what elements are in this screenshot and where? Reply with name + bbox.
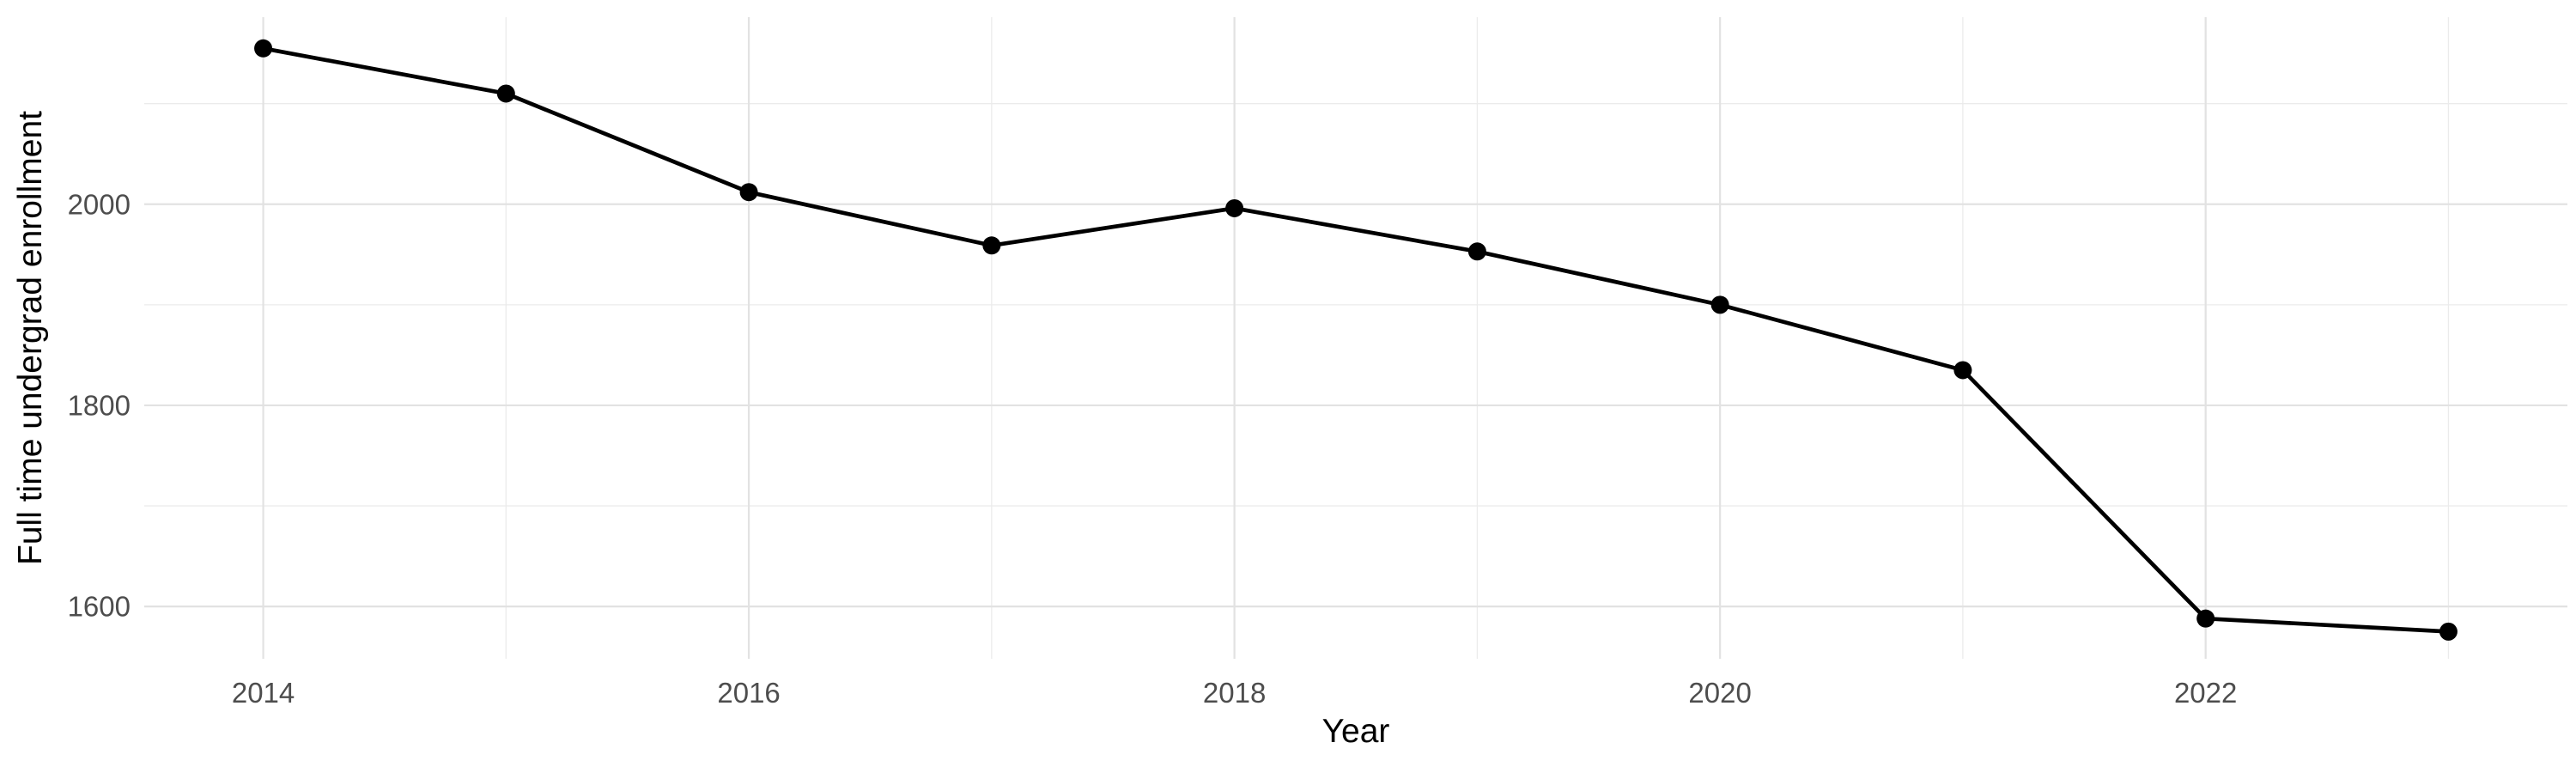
data-point-2020 — [1710, 295, 1729, 314]
data-point-2022 — [2196, 609, 2215, 628]
y-tick-label: 1600 — [68, 591, 131, 623]
y-axis-tick-labels: 1600 1800 2000 — [68, 188, 131, 622]
x-tick-label: 2014 — [232, 677, 295, 709]
enrollment-trend-line — [263, 46, 2449, 634]
data-points-layer — [254, 39, 2458, 641]
data-point-2023 — [2439, 622, 2458, 641]
data-point-2018 — [1225, 198, 1244, 217]
data-point-2016 — [739, 183, 758, 202]
data-point-2017 — [982, 236, 1001, 255]
x-axis-title: Year — [1322, 713, 1390, 750]
data-point-2019 — [1467, 242, 1486, 261]
x-axis-tick-labels: 2014 2016 2018 2020 2022 — [232, 677, 2238, 709]
grid-major-layer — [144, 17, 2567, 659]
y-axis-title: Full time undergrad enrollment — [12, 111, 49, 565]
y-tick-label: 2000 — [68, 188, 131, 220]
x-tick-label: 2016 — [717, 677, 780, 709]
x-tick-label: 2020 — [1688, 677, 1751, 709]
y-tick-label: 1800 — [68, 389, 131, 421]
data-point-2021 — [1953, 361, 1972, 380]
x-tick-label: 2018 — [1203, 677, 1266, 709]
x-tick-label: 2022 — [2174, 677, 2237, 709]
data-point-2015 — [496, 84, 515, 103]
data-point-2014 — [254, 39, 273, 58]
grid-minor-layer — [144, 17, 2567, 659]
